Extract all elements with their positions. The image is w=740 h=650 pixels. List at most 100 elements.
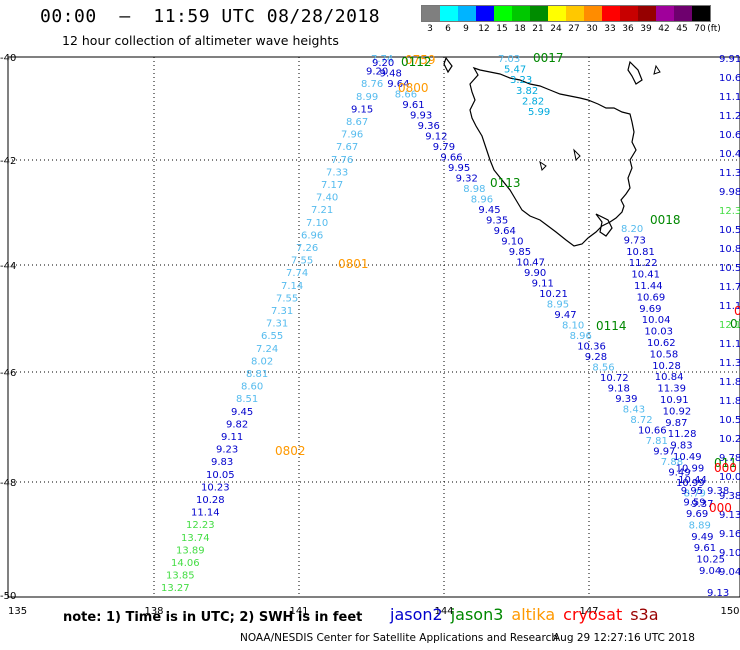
track-1-value: 7.31	[271, 306, 293, 317]
legend-unit: (ft)	[707, 24, 721, 34]
lat-tick-label: -50	[0, 591, 16, 602]
legend-swatch-39	[638, 6, 656, 21]
track-5-value: 11.88	[719, 396, 740, 407]
track-1-value: 8.99	[356, 92, 378, 103]
island-north-east	[627, 60, 643, 85]
legend-label-18: 18	[514, 24, 526, 34]
track-2-value: 9.48	[380, 69, 402, 80]
track-2-value: 8.79	[684, 489, 706, 500]
track-1-value: 7.24	[256, 344, 278, 355]
track-1-value: 8.51	[236, 394, 258, 405]
track-1-value: 7.31	[266, 319, 288, 330]
legend-swatch-36	[620, 6, 638, 21]
track-4-value: 8.89	[689, 520, 711, 531]
track-5-value: 11.25	[719, 111, 740, 122]
legend-swatch-15	[494, 6, 512, 21]
track-2-value: 9.20	[372, 58, 394, 69]
track-2-value: 8.66	[395, 90, 417, 101]
island-small-2	[539, 160, 547, 171]
axis-labels: 135 138 141 144 147 150 -40 -42 -44 -46 -48 -50	[0, 53, 740, 617]
track-1-value: 7.21	[311, 205, 333, 216]
page-title: 00:00 – 11:59 UTC 08/28/2018	[40, 6, 381, 27]
track-5-value: 11.12	[719, 301, 740, 312]
legend-label-33: 33	[604, 24, 616, 34]
cryosat-time-label: 00	[734, 304, 740, 318]
legend-label-9: 9	[463, 24, 469, 34]
track-1-value: 10.28	[196, 495, 225, 506]
track-4-value: 10.99	[676, 463, 705, 474]
legend-swatch-9	[458, 6, 476, 21]
track-5-value: 10.09	[719, 472, 740, 483]
lat-tick-label: -42	[0, 156, 16, 167]
legend-label-30: 30	[586, 24, 598, 34]
legend-label-45: 45	[676, 24, 688, 34]
track-4-value: 9.49	[691, 532, 713, 543]
track-4-value: 8.20	[621, 224, 643, 235]
track-2-value: 9.11	[532, 279, 554, 290]
lon-tick-label: 144	[434, 606, 453, 617]
track-2-value: 7.88	[661, 457, 683, 468]
track-4-value: 9.87	[665, 418, 687, 429]
track-5-value: 10.29	[719, 434, 740, 445]
track-1-value: 9.82	[226, 419, 248, 430]
track-2-value: 9.18	[608, 384, 630, 395]
legend-labels: 3 6 9 12 15 18 21 24 27 30 33 36 39 42 45 70 (ft)	[421, 24, 721, 38]
satellite-altika: altika	[511, 605, 556, 624]
track-5-value: 9.16	[719, 529, 740, 540]
track-2-value: 9.47	[554, 310, 576, 321]
track-4-value: 10.69	[637, 292, 666, 303]
track-4-value: 10.81	[626, 247, 655, 258]
track-2-value: 9.36	[418, 121, 440, 132]
track-3-value: 3.23	[510, 75, 532, 86]
legend-swatch-33	[602, 6, 620, 21]
lon-tick-label: 147	[579, 606, 598, 617]
track-5-value: 9.38	[719, 491, 740, 502]
track-1-value: 7.74	[286, 268, 308, 279]
track-2-value: 9.28	[585, 352, 607, 363]
legend-label-39: 39	[640, 24, 652, 34]
track-2-value: 9.12	[425, 132, 447, 143]
track-5-value: 10.56	[719, 225, 740, 236]
track-4-value: 9.69	[639, 304, 661, 315]
track-2-value: 10.99	[676, 478, 705, 489]
lon-tick-label: 135	[8, 606, 27, 617]
jason3-time-label: 011	[714, 456, 737, 470]
track-4-value: 9.83	[670, 441, 692, 452]
track-2-value: 9.64	[387, 79, 409, 90]
track-5-value: 9.98	[719, 187, 740, 198]
track-2-value: 9.45	[478, 205, 500, 216]
satellite-jason3: jason3	[450, 605, 504, 624]
track-4-value: 10.04	[642, 315, 671, 326]
track-2-value: 9.35	[486, 216, 508, 227]
track-4-value: 10.44	[678, 475, 707, 486]
track-2-value: 9.66	[440, 153, 462, 164]
jason3-time-label: 0113	[490, 176, 521, 190]
track-1-value: 8.81	[246, 369, 268, 380]
track-3-value: 2.82	[522, 96, 544, 107]
track-4-value: 9.59	[683, 498, 705, 509]
track-2-value: 9.61	[402, 100, 424, 111]
track-1-value: 14.06	[171, 558, 200, 569]
map-frame	[7, 56, 740, 598]
tasmania-coastline	[469, 66, 637, 247]
track-5-value: 12.34	[719, 206, 740, 217]
legend-swatch-27	[566, 6, 584, 21]
legend-label-36: 36	[622, 24, 634, 34]
track-3-value: 7.03	[498, 54, 520, 65]
legend-label-3: 3	[427, 24, 433, 34]
track-5-value: 10.80	[719, 244, 740, 255]
track-4-value: 10.84	[655, 372, 684, 383]
legend-label-6: 6	[445, 24, 451, 34]
jason3-time-label: 01	[730, 317, 740, 331]
credit-text: NOAA/NESDIS Center for Satellite Applica…	[240, 632, 558, 644]
track-2-value: 9.49	[668, 468, 690, 479]
track-2-value: 8.96	[471, 195, 493, 206]
generated-timestamp: Aug 29 12:27:16 UTC 2018	[553, 632, 695, 644]
legend-label-27: 27	[568, 24, 580, 34]
track-1-value: 7.26	[296, 243, 318, 254]
track-1-value: 8.67	[346, 117, 368, 128]
track-5-value: 10.54	[719, 415, 740, 426]
track-2-tail-value: 9.38	[707, 486, 729, 497]
track-4-value: 9.73	[624, 235, 646, 246]
track-5-value: 12.18	[719, 320, 740, 331]
